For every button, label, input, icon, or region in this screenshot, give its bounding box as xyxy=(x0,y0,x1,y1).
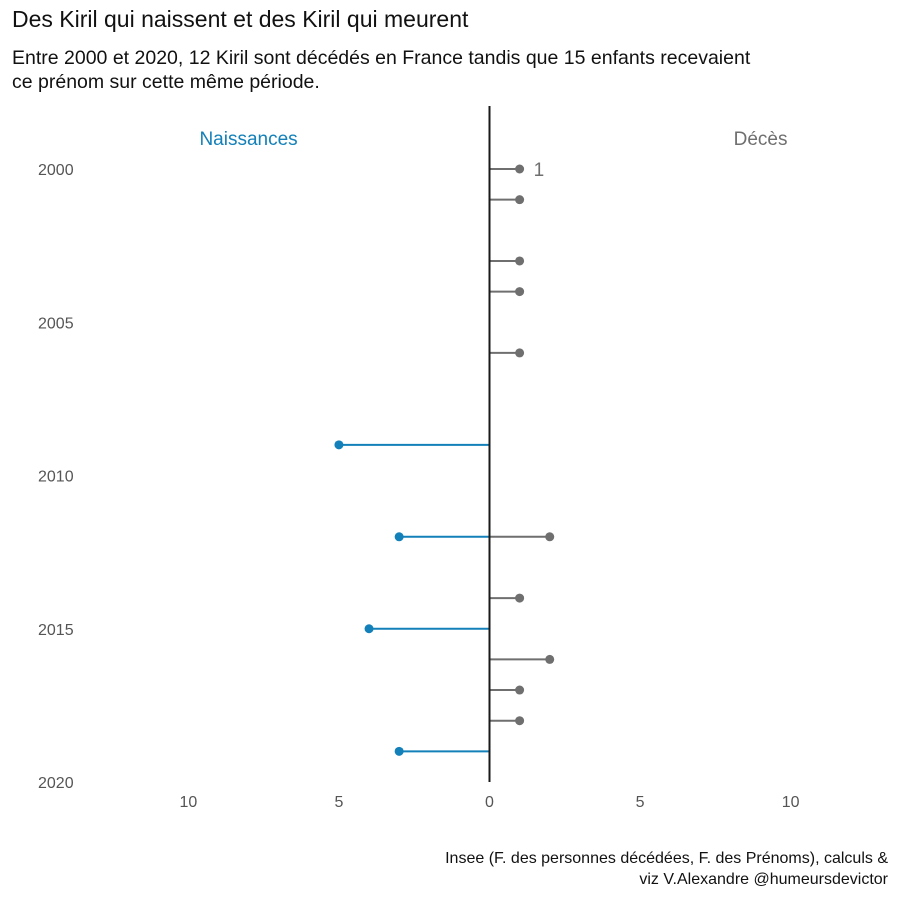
births-point-2019 xyxy=(394,746,404,756)
y-tick-2020: 2020 xyxy=(38,775,74,792)
chart-title: Des Kiril qui naissent et des Kiril qui … xyxy=(12,6,469,32)
deaths-point-2016 xyxy=(545,654,555,664)
y-axis-ticks: 2000 2005 2010 2015 2020 xyxy=(38,162,74,792)
deaths-point-2014 xyxy=(515,593,525,603)
value-annotation: 1 xyxy=(534,160,545,181)
deaths-point-2018 xyxy=(515,716,525,726)
deaths-point-2000 xyxy=(515,164,525,174)
deaths-point-2004 xyxy=(515,287,525,297)
x-tick--10: 10 xyxy=(179,794,197,811)
caption-line-2: viz V.Alexandre @humeursdevictor xyxy=(639,871,888,888)
deaths-point-2003 xyxy=(515,256,525,266)
deaths-point-2001 xyxy=(515,195,525,205)
x-tick-10: 10 xyxy=(782,794,800,811)
x-tick-0: 0 xyxy=(485,794,494,811)
births-point-2009 xyxy=(334,440,344,450)
deaths-point-2012 xyxy=(545,532,555,542)
y-tick-2015: 2015 xyxy=(38,622,74,639)
x-axis-ticks: 10 5 0 5 10 xyxy=(179,794,799,811)
y-tick-2005: 2005 xyxy=(38,315,74,332)
deaths-side-label: Décès xyxy=(734,129,788,150)
births-point-2012 xyxy=(394,532,404,542)
y-tick-2000: 2000 xyxy=(38,162,74,179)
y-tick-2010: 2010 xyxy=(38,469,74,486)
births-point-2015 xyxy=(364,624,374,634)
deaths-point-2006 xyxy=(515,348,525,358)
chart-marks: 1 xyxy=(334,160,555,756)
x-tick-5: 5 xyxy=(636,794,645,811)
x-tick--5: 5 xyxy=(334,794,343,811)
source-caption: Insee (F. des personnes décédées, F. des… xyxy=(445,848,888,890)
chart-subtitle: Entre 2000 et 2020, 12 Kiril sont décédé… xyxy=(12,47,751,93)
deaths-point-2017 xyxy=(515,685,525,695)
caption-line-1: Insee (F. des personnes décédées, F. des… xyxy=(445,850,888,867)
births-side-label: Naissances xyxy=(199,129,297,150)
